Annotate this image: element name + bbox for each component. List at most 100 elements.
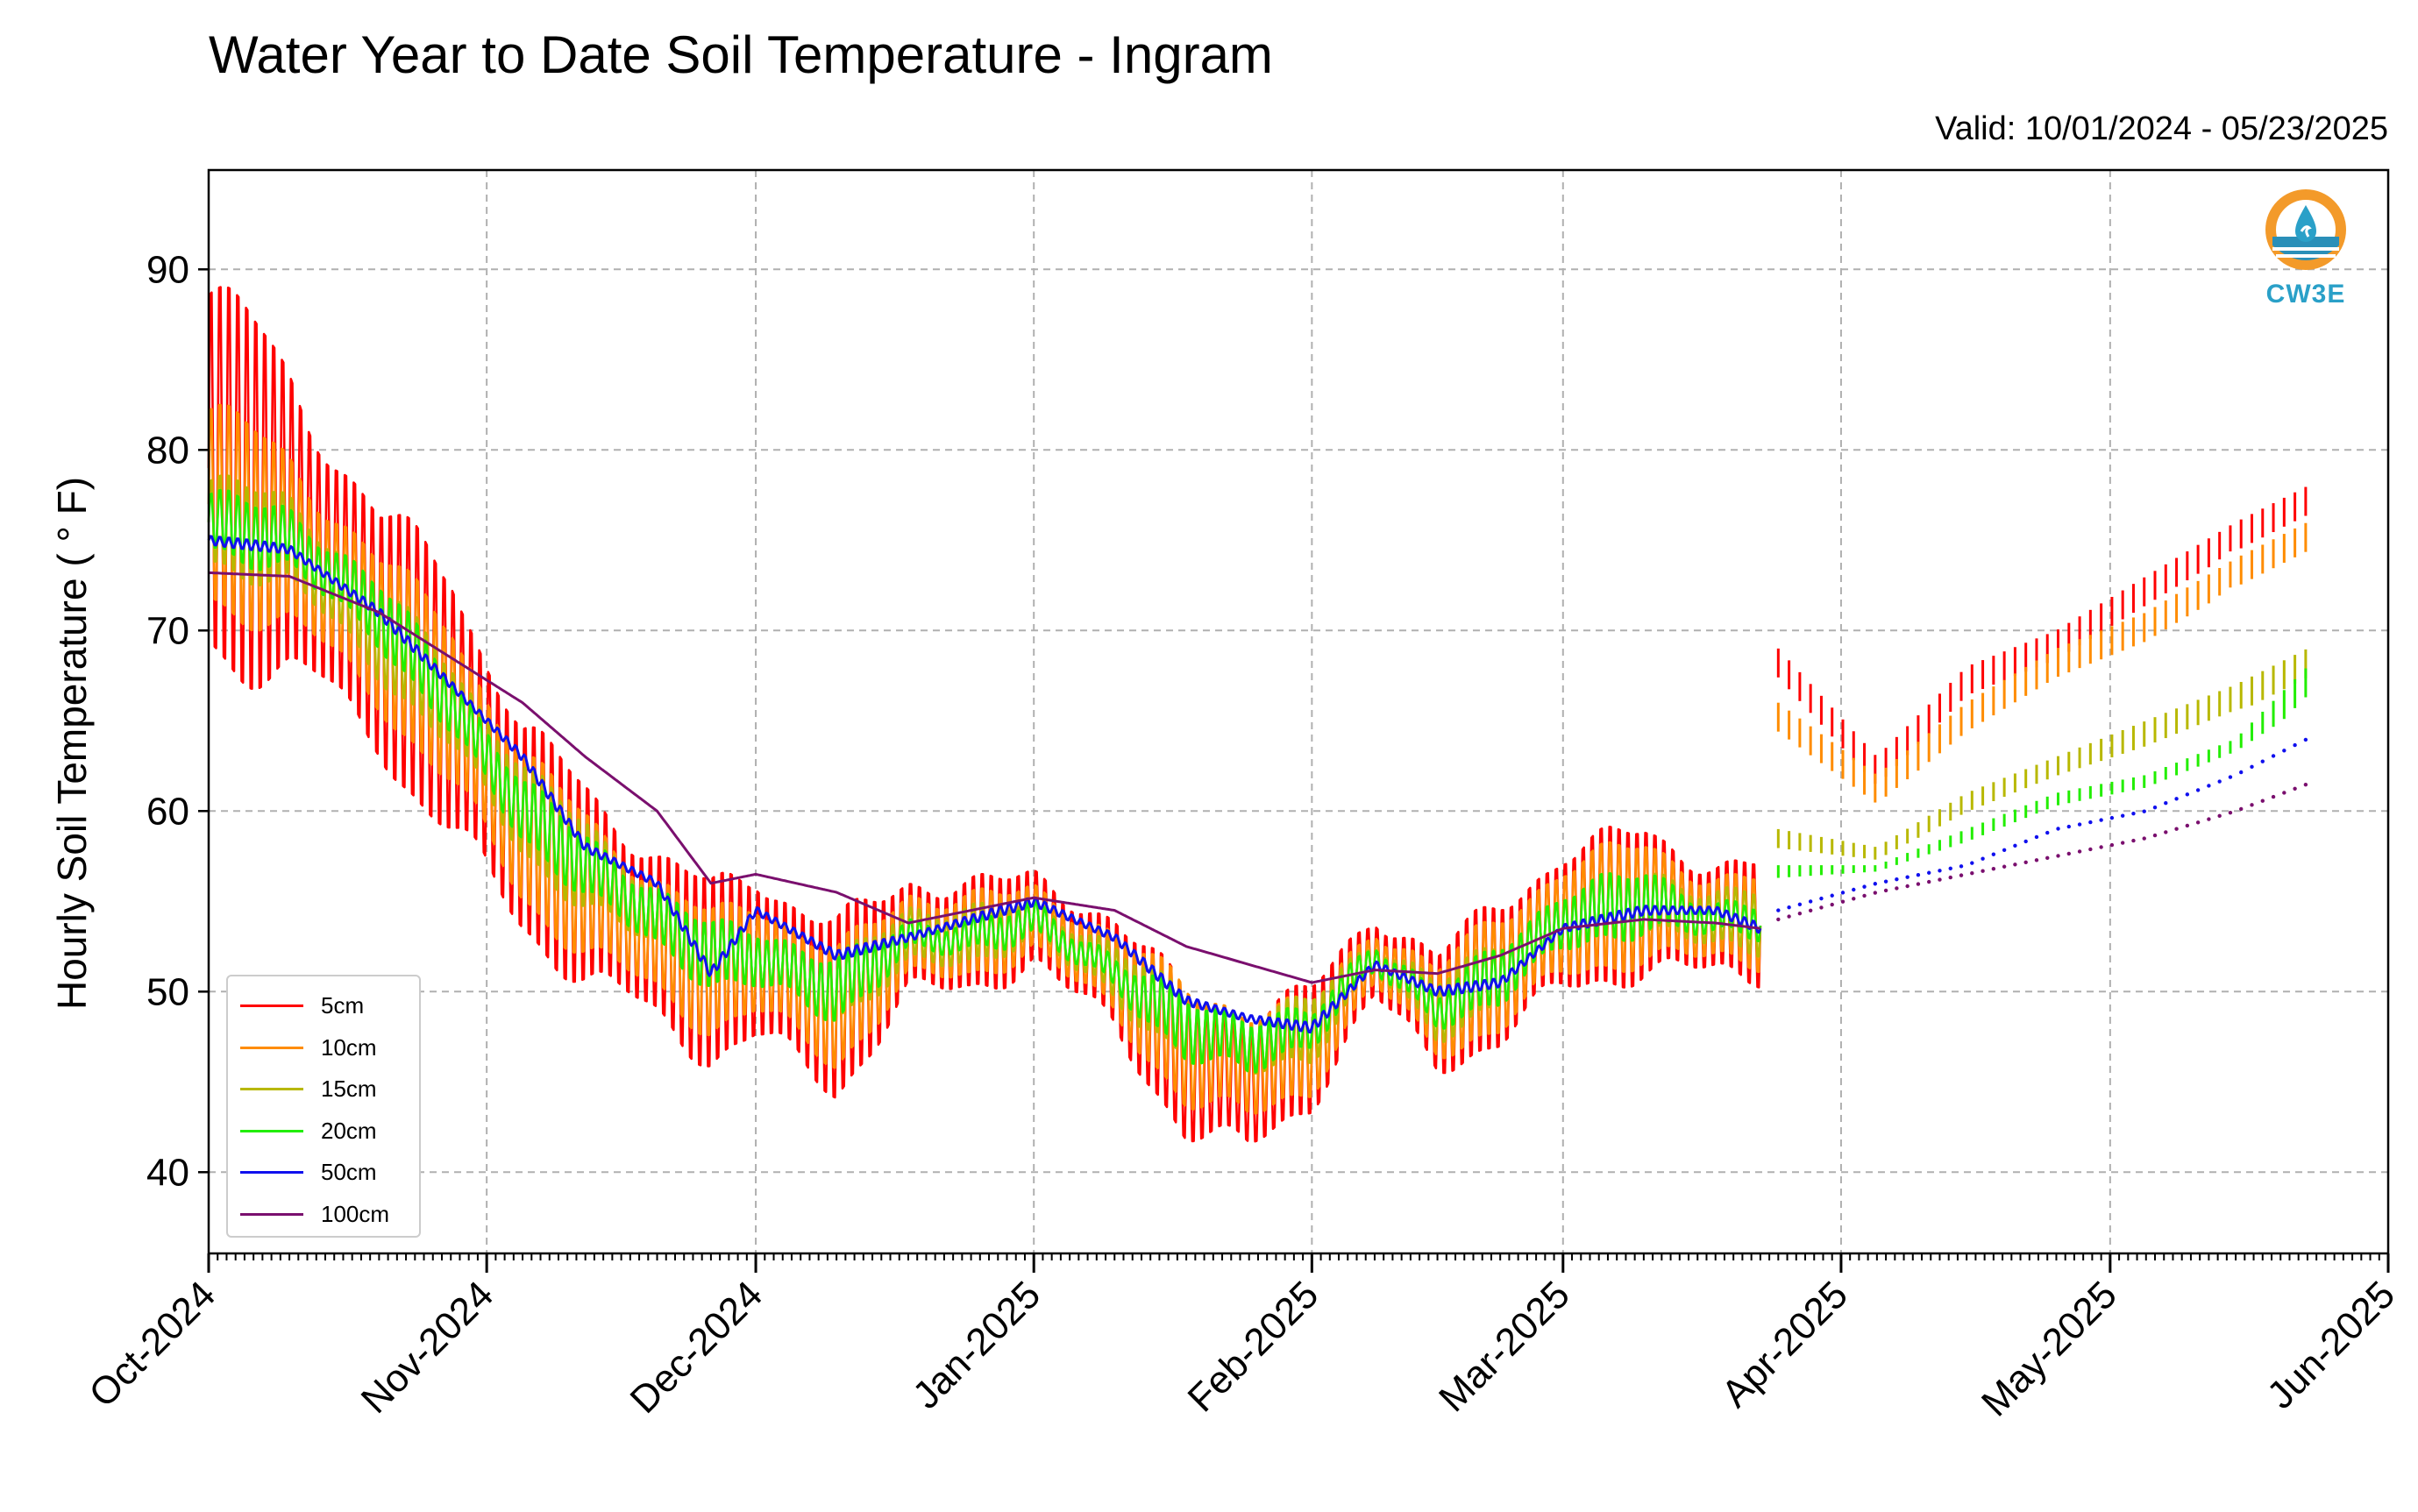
x-tick-label: Dec-2024: [622, 1273, 772, 1422]
sparse-mark-50cm: [2056, 827, 2060, 831]
sparse-mark-50cm: [2077, 822, 2082, 827]
sparse-mark-100cm: [2120, 841, 2125, 845]
sparse-mark-50cm: [2120, 813, 2125, 818]
y-tick-label: 70: [146, 609, 189, 652]
sparse-mark-50cm: [2195, 788, 2201, 792]
legend-label: 5cm: [321, 992, 365, 1019]
sparse-mark-100cm: [1916, 882, 1921, 886]
sparse-mark-100cm: [1797, 911, 1803, 916]
sparse-mark-50cm: [1873, 882, 1878, 886]
sparse-mark-50cm: [1862, 884, 1867, 889]
sparse-mark-100cm: [1895, 886, 1899, 891]
x-tick-label: Oct-2024: [81, 1273, 224, 1416]
sparse-mark-50cm: [2260, 759, 2265, 763]
y-tick-label: 80: [146, 429, 189, 472]
sparse-mark-100cm: [1948, 875, 1952, 880]
sparse-mark-100cm: [1840, 899, 1846, 904]
legend-swatch: [240, 1088, 303, 1091]
legend-item-100cm: 100cm: [240, 1194, 419, 1236]
sparse-mark-100cm: [1862, 893, 1867, 898]
sparse-mark-100cm: [2056, 854, 2060, 858]
sparse-mark-100cm: [1883, 888, 1888, 893]
valid-date-range: Valid: 10/01/2024 - 05/23/2025: [1935, 110, 2388, 147]
sparse-mark-50cm: [1948, 866, 1952, 871]
legend-item-15cm: 15cm: [240, 1068, 419, 1111]
sparse-mark-50cm: [1991, 852, 1996, 856]
sparse-mark-100cm: [1938, 877, 1942, 882]
sparse-mark-100cm: [1808, 908, 1813, 912]
x-tick-label: Jan-2025: [905, 1273, 1049, 1416]
sparse-mark-50cm: [1883, 879, 1888, 884]
logo-text: CW3E: [2265, 280, 2346, 309]
sparse-mark-50cm: [2088, 820, 2093, 825]
sparse-mark-50cm: [1840, 891, 1846, 895]
sparse-mark-50cm: [1819, 896, 1824, 901]
sparse-mark-50cm: [2152, 805, 2158, 810]
sparse-mark-100cm: [2239, 806, 2244, 812]
sparse-mark-50cm: [1852, 887, 1856, 892]
plot-frame: [207, 168, 2390, 1255]
sparse-mark-100cm: [1873, 891, 1878, 895]
y-tick-label: 40: [146, 1151, 189, 1194]
legend-swatch: [240, 1171, 303, 1175]
sparse-mark-100cm: [2250, 803, 2254, 807]
sparse-mark-50cm: [1895, 877, 1899, 882]
legend-label: 20cm: [321, 1117, 377, 1144]
sparse-mark-100cm: [1991, 867, 1996, 871]
y-tick-label: 90: [146, 248, 189, 291]
legend-item-10cm: 10cm: [240, 1027, 419, 1069]
sparse-mark-50cm: [2174, 797, 2179, 801]
series-line-20cm: [207, 488, 1762, 1074]
sparse-mark-100cm: [2293, 786, 2297, 791]
sparse-mark-50cm: [1981, 856, 1985, 861]
sparse-mark-100cm: [2195, 820, 2201, 825]
sparse-mark-100cm: [2002, 864, 2007, 869]
x-tick-label: Jun-2025: [2259, 1273, 2403, 1416]
sparse-mark-50cm: [1938, 869, 1942, 873]
sparse-mark-50cm: [2250, 764, 2254, 770]
sparse-mark-100cm: [1852, 897, 1856, 901]
sparse-mark-100cm: [2228, 810, 2233, 815]
sparse-mark-100cm: [2174, 827, 2179, 831]
sparse-mark-50cm: [1787, 905, 1791, 910]
series-line-10cm: [207, 403, 1762, 1115]
sparse-mark-100cm: [2303, 782, 2308, 787]
series-line-50cm: [207, 535, 1762, 1034]
sparse-mark-50cm: [2099, 818, 2103, 822]
sparse-mark-100cm: [1970, 870, 1974, 876]
sparse-mark-100cm: [2185, 823, 2190, 828]
sparse-mark-50cm: [2066, 824, 2071, 829]
sparse-mark-50cm: [1927, 870, 1931, 875]
sparse-mark-100cm: [2164, 830, 2168, 834]
sparse-mark-50cm: [1905, 875, 1910, 879]
sparse-mark-50cm: [2109, 815, 2115, 820]
sparse-mark-50cm: [2023, 839, 2028, 844]
legend-label: 100cm: [321, 1200, 390, 1227]
sparse-mark-100cm: [2109, 842, 2115, 848]
sparse-mark-50cm: [2293, 742, 2297, 748]
sparse-mark-100cm: [2152, 833, 2158, 838]
sparse-mark-50cm: [2239, 770, 2244, 775]
legend-label: 50cm: [321, 1159, 377, 1186]
sparse-mark-50cm: [1970, 861, 1974, 865]
sparse-mark-100cm: [2260, 799, 2265, 803]
sparse-mark-50cm: [2207, 784, 2211, 788]
sparse-mark-50cm: [2271, 754, 2276, 758]
legend-item-5cm: 5cm: [240, 985, 419, 1027]
sparse-mark-100cm: [2099, 845, 2103, 849]
x-tick-label: May-2025: [1974, 1273, 2125, 1424]
sparse-mark-100cm: [1830, 902, 1834, 907]
x-tick-label: Nov-2024: [353, 1273, 502, 1422]
sparse-mark-100cm: [2077, 849, 2082, 854]
x-tick-label: Mar-2025: [1431, 1273, 1578, 1420]
y-tick-label: 60: [146, 790, 189, 833]
sparse-mark-100cm: [1819, 905, 1824, 910]
sparse-mark-50cm: [1959, 864, 1964, 869]
sparse-mark-50cm: [1797, 902, 1803, 907]
sparse-mark-50cm: [2217, 779, 2222, 784]
legend-label: 10cm: [321, 1033, 377, 1061]
sparse-mark-50cm: [2034, 834, 2039, 840]
cw3e-logo: CW3E: [2253, 184, 2358, 309]
sparse-mark-100cm: [2207, 817, 2211, 821]
